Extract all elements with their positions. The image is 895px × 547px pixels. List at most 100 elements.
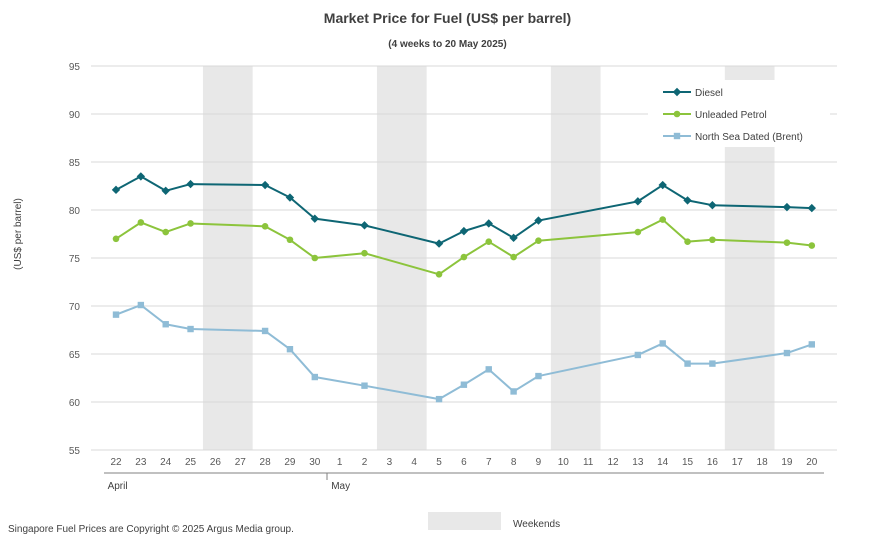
- data-point: [633, 197, 643, 206]
- x-tick-label: 5: [436, 457, 442, 468]
- x-tick-label: 13: [632, 457, 644, 468]
- x-tick-label: 19: [781, 457, 793, 468]
- y-axis-label: (US$ per barrel): [13, 198, 24, 270]
- data-point: [510, 388, 517, 395]
- x-tick-label: 15: [682, 457, 694, 468]
- data-point: [783, 349, 791, 357]
- x-tick-label: 7: [486, 457, 492, 468]
- x-tick-label: 27: [235, 457, 247, 468]
- data-point: [360, 221, 369, 230]
- data-point: [709, 236, 716, 244]
- data-point: [509, 233, 518, 243]
- x-tick-label: 23: [135, 457, 147, 468]
- x-tick-label: 9: [536, 457, 542, 468]
- x-tick-label: 1: [337, 457, 343, 468]
- y-tick-label: 70: [69, 302, 81, 313]
- data-point: [136, 172, 146, 181]
- x-tick-label: 18: [757, 457, 769, 468]
- x-tick-label: 30: [309, 457, 321, 468]
- data-point: [684, 238, 691, 245]
- x-tick-label: 3: [387, 457, 393, 468]
- data-point: [807, 203, 816, 213]
- data-point: [535, 372, 542, 380]
- data-point: [484, 219, 493, 228]
- chart-subtitle: (4 weeks to 20 May 2025): [388, 39, 507, 50]
- y-tick-label: 65: [69, 350, 81, 361]
- data-point: [162, 228, 169, 236]
- data-point: [311, 373, 318, 381]
- x-tick-label: 28: [260, 457, 272, 468]
- data-point: [286, 236, 294, 244]
- x-tick-label: 8: [511, 457, 517, 468]
- x-tick-label: 14: [657, 457, 669, 468]
- data-point: [534, 216, 543, 225]
- x-tick-label: 6: [461, 457, 467, 468]
- y-tick-label: 90: [69, 110, 81, 121]
- data-point: [112, 311, 120, 318]
- legend-entry: Unleaded Petrol: [663, 110, 767, 121]
- data-point: [535, 237, 542, 245]
- data-point: [672, 87, 682, 97]
- legend-label: Unleaded Petrol: [695, 110, 767, 121]
- data-point: [260, 180, 270, 190]
- data-point: [783, 239, 791, 246]
- x-tick-label: 20: [806, 457, 818, 468]
- x-tick-label: 24: [160, 457, 172, 468]
- data-point: [261, 327, 269, 335]
- data-point: [659, 340, 666, 347]
- data-point: [361, 249, 368, 257]
- data-point: [658, 180, 667, 190]
- month-label: May: [331, 481, 350, 492]
- data-point: [673, 132, 681, 140]
- series-diesel: [111, 172, 816, 248]
- y-tick-label: 75: [69, 254, 81, 265]
- x-tick-label: 26: [210, 457, 222, 468]
- x-tick-label: 16: [707, 457, 719, 468]
- weekend-band-4-top: [724, 66, 775, 80]
- x-tick-label: 25: [185, 457, 197, 468]
- weekend-band-4: [724, 147, 775, 450]
- data-point: [112, 235, 120, 243]
- data-point: [808, 242, 816, 249]
- x-tick-label: 11: [583, 457, 594, 468]
- data-point: [708, 201, 717, 210]
- data-point: [187, 325, 194, 333]
- data-point: [434, 239, 444, 248]
- chart-title: Market Price for Fuel (US$ per barrel): [323, 10, 572, 26]
- series-unleaded-petrol: [112, 216, 816, 278]
- weekend-key-swatch: [428, 512, 501, 530]
- x-tick-label: 12: [607, 457, 619, 468]
- y-tick-label: 95: [69, 62, 81, 73]
- x-tick-label: 10: [558, 457, 570, 468]
- data-point: [435, 395, 443, 403]
- data-point: [460, 253, 468, 261]
- x-tick-label: 4: [411, 457, 417, 468]
- weekend-key-label: Weekends: [513, 519, 560, 530]
- copyright-note: Singapore Fuel Prices are Copyright © 20…: [8, 524, 294, 535]
- data-point: [485, 238, 493, 245]
- data-point: [187, 220, 194, 227]
- data-point: [285, 193, 295, 202]
- month-label: April: [108, 481, 128, 492]
- y-tick-label: 80: [69, 206, 81, 217]
- data-point: [808, 341, 815, 348]
- legend: Diesel Unleaded Petrol North Sea Dated (Br…: [428, 80, 830, 530]
- data-point: [510, 253, 517, 261]
- y-tick-label: 60: [69, 398, 81, 409]
- data-point: [709, 360, 716, 367]
- legend-label: Diesel: [695, 88, 723, 99]
- data-point: [634, 351, 642, 359]
- data-point: [684, 360, 691, 367]
- x-tick-label: 22: [110, 457, 122, 468]
- data-point: [186, 179, 195, 189]
- data-point: [310, 214, 319, 223]
- data-point: [111, 185, 121, 195]
- data-point: [361, 382, 368, 389]
- data-point: [311, 254, 319, 262]
- legend-entry: Diesel: [663, 87, 723, 99]
- x-tick-label: 2: [362, 457, 368, 468]
- data-point: [673, 110, 681, 118]
- data-series: [111, 172, 816, 403]
